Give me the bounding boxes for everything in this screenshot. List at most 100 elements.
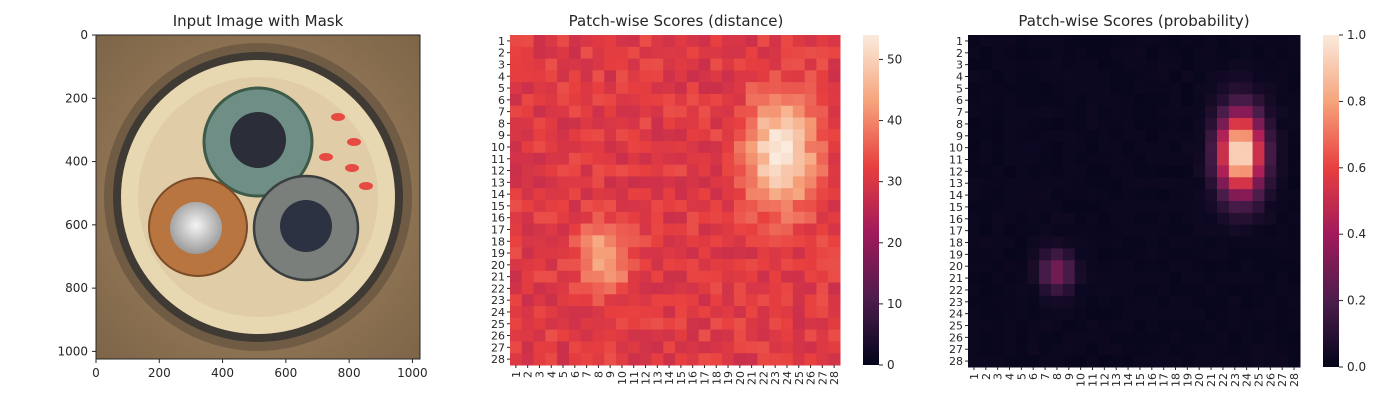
heatmap-cell <box>1240 260 1254 273</box>
heatmap-cell <box>816 117 829 130</box>
heatmap-cell <box>698 152 711 166</box>
heatmap-cell <box>627 129 641 142</box>
col-tick-label: 6 <box>569 371 582 378</box>
y-tick-label: 1000 <box>57 344 88 358</box>
heatmap-cell <box>792 247 806 260</box>
row-tick-label: 9 <box>956 130 963 143</box>
heatmap-cell <box>781 58 794 71</box>
heatmap-cell <box>1205 189 1218 202</box>
heatmap-cell <box>722 105 735 118</box>
heatmap-cell <box>568 176 582 189</box>
heatmap-cell <box>979 94 993 107</box>
heatmap-cell <box>1169 355 1182 368</box>
heatmap-cell <box>722 141 735 154</box>
heatmap-cell <box>816 223 829 236</box>
heatmap-cell <box>1110 129 1123 143</box>
row-tick-label: 24 <box>949 308 963 321</box>
heatmap-cell <box>769 317 782 331</box>
heatmap-cell <box>1217 307 1230 321</box>
row-tick-label: 11 <box>491 153 505 166</box>
panel1-title: Input Image with Mask <box>173 12 344 30</box>
heatmap-cell <box>1098 248 1111 261</box>
heatmap-cell <box>627 58 641 71</box>
heatmap-cell <box>979 295 993 309</box>
col-tick-label: 8 <box>1051 373 1064 380</box>
mask-mark <box>359 182 373 190</box>
heatmap-cell <box>1169 153 1182 166</box>
heatmap-cell <box>651 211 664 225</box>
heatmap-cell <box>733 235 747 248</box>
heatmap-cell <box>521 188 535 201</box>
colorbar-tick-label: 1.0 <box>1347 28 1366 42</box>
heatmap-cell <box>991 260 1005 273</box>
heatmap-cell <box>1169 272 1182 285</box>
heatmap-cell <box>698 200 711 213</box>
heatmap-cell <box>686 82 700 95</box>
heatmap-cell <box>1086 319 1099 332</box>
heatmap-cell <box>1157 295 1171 309</box>
heatmap-cell <box>1086 165 1099 178</box>
heatmap-cell <box>604 188 617 201</box>
heatmap-cell <box>1228 153 1242 166</box>
heatmap-cell <box>1157 153 1171 166</box>
colorbar-gradient <box>863 35 879 365</box>
heatmap-cell <box>545 105 558 118</box>
heatmap-cell <box>1252 307 1265 321</box>
heatmap-cell <box>616 58 629 71</box>
heatmap-cell <box>651 176 664 189</box>
heatmap-cell <box>1051 46 1064 60</box>
heatmap-cell <box>675 341 688 354</box>
heatmap-cell <box>663 82 676 95</box>
heatmap-cell <box>1228 58 1242 72</box>
heatmap-cell <box>1134 165 1147 178</box>
heatmap-cell <box>1074 46 1088 60</box>
heatmap-cell <box>686 46 700 60</box>
heatmap-cell <box>1205 212 1218 226</box>
heatmap-cell <box>557 35 570 48</box>
heatmap-cell <box>1169 284 1182 297</box>
heatmap-cell <box>828 176 841 189</box>
row-tick-label: 8 <box>498 117 505 130</box>
heatmap-cell <box>1145 189 1159 202</box>
row-tick-label: 18 <box>491 235 505 248</box>
row-tick-label: 6 <box>956 94 963 107</box>
heatmap-cell <box>781 117 794 130</box>
heatmap-cell <box>1074 35 1088 48</box>
row-tick-label: 11 <box>949 154 963 167</box>
heatmap-cell <box>968 118 981 131</box>
heatmap-cell <box>1228 35 1242 48</box>
heatmap-cell <box>792 141 806 154</box>
heatmap-cell <box>521 329 535 342</box>
heatmap-cell <box>557 141 570 154</box>
heatmap-cell <box>639 93 652 107</box>
heatmap-cell <box>580 294 593 307</box>
heatmap-cell <box>1169 94 1182 107</box>
heatmap-cell <box>1240 118 1254 131</box>
heatmap-cell <box>804 317 817 331</box>
heatmap-cell <box>733 82 747 95</box>
heatmap-cell <box>1134 177 1147 190</box>
heatmap-cell <box>968 272 981 285</box>
heatmap-cell <box>745 164 758 177</box>
heatmap-cell <box>557 306 570 319</box>
row-tick-label: 19 <box>949 248 963 261</box>
heatmap-cell <box>792 188 806 201</box>
heatmap-cell <box>1169 189 1182 202</box>
heatmap-cell <box>1039 46 1052 60</box>
heatmap-cell <box>557 105 570 118</box>
heatmap-cell <box>968 201 981 214</box>
heatmap-cell <box>1288 141 1301 155</box>
heatmap-cell <box>769 329 782 342</box>
heatmap-cell <box>1252 189 1265 202</box>
heatmap-cell <box>675 82 688 95</box>
heatmap-cell <box>1027 201 1040 214</box>
heatmap-cell <box>1098 319 1111 332</box>
heatmap-cell <box>616 152 629 166</box>
heatmap-cell <box>592 223 605 236</box>
heatmap-cell <box>968 58 981 72</box>
heatmap-cell <box>521 200 535 213</box>
heatmap-cell <box>1098 118 1111 131</box>
heatmap-cell <box>1098 141 1111 155</box>
heatmap-cell <box>1122 177 1135 190</box>
